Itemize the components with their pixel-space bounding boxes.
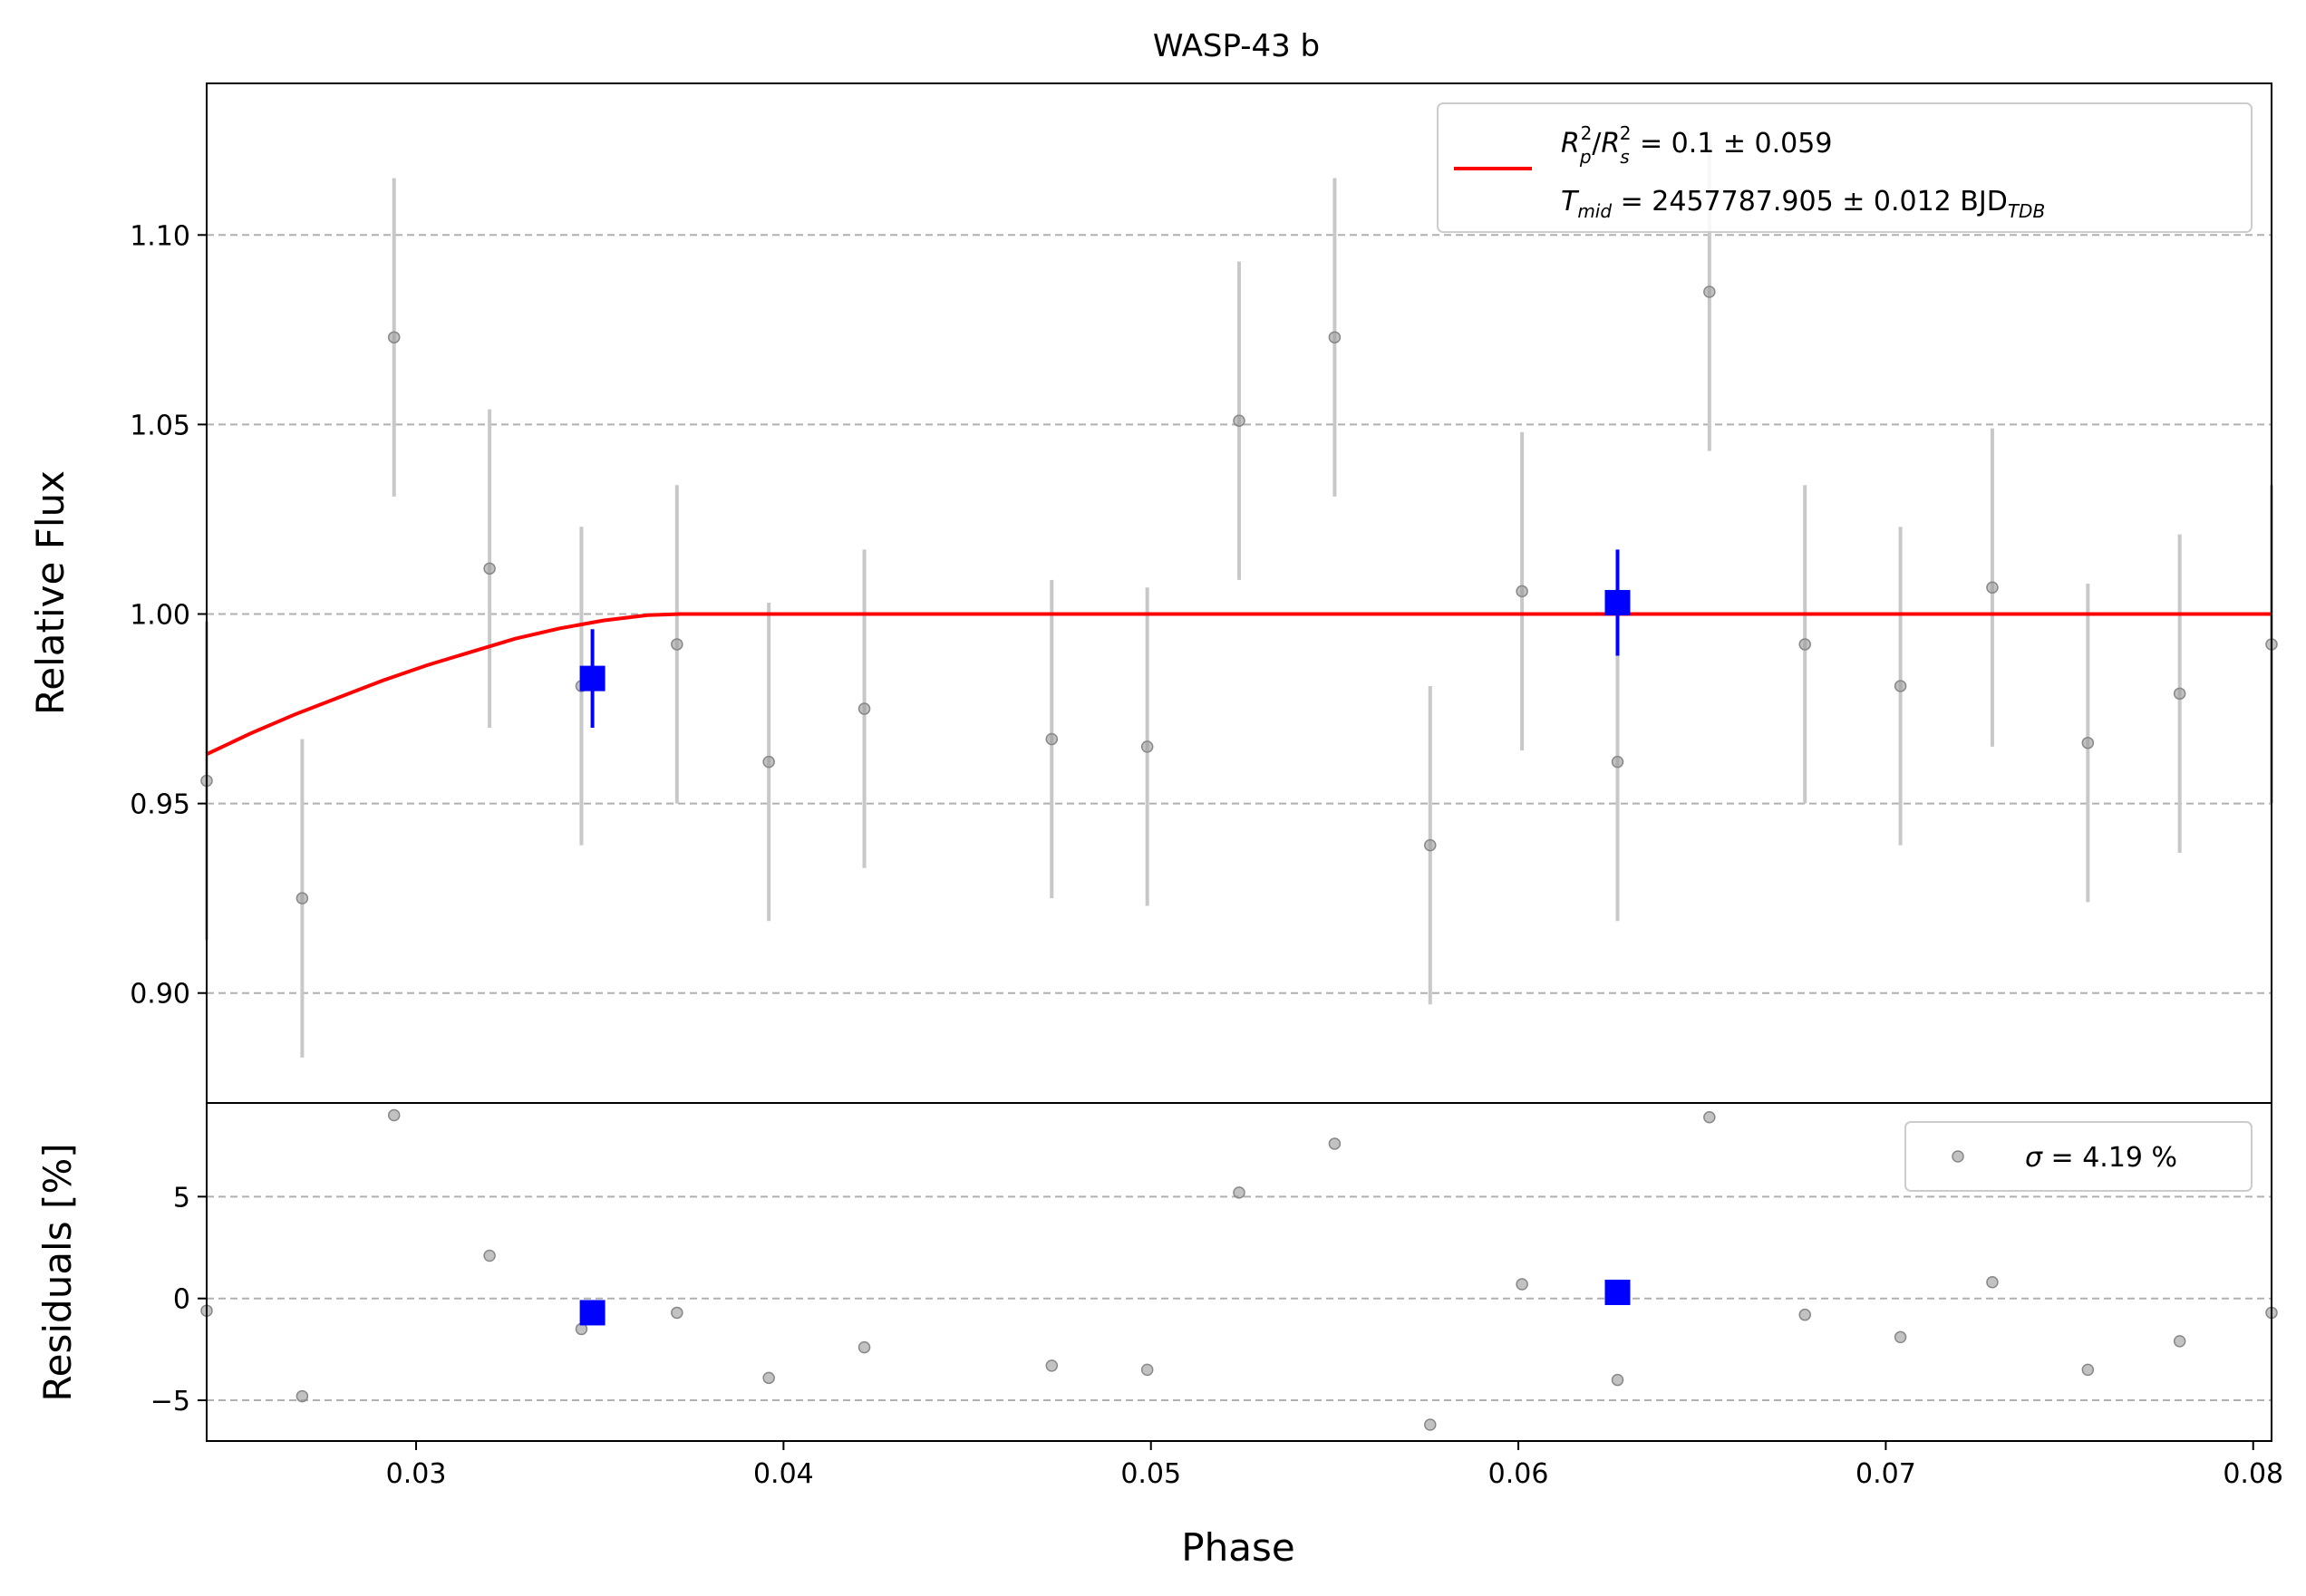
y-tick-label: 0.95	[130, 789, 190, 821]
data-point	[2081, 736, 2095, 750]
data-point	[857, 702, 871, 715]
residuals-legend-marker	[1952, 1150, 1964, 1163]
data-point	[1140, 1363, 1154, 1377]
data-point	[387, 1108, 401, 1122]
flux-y-axis-label: Relative Flux	[28, 470, 73, 715]
data-point	[483, 562, 496, 576]
residuals-legend-sigma: σ = 4.19 %	[2025, 1142, 2177, 1174]
data-point	[1233, 414, 1245, 427]
binned-point	[579, 1300, 606, 1326]
data-point	[1424, 1418, 1437, 1431]
y-tick-label: 0	[173, 1284, 190, 1316]
data-point	[1328, 1137, 1342, 1150]
flux-points	[200, 285, 2278, 904]
data-point	[1986, 581, 1999, 594]
residuals-legend-frame	[1904, 1121, 2253, 1192]
data-point	[1703, 285, 1716, 298]
x-tick-label: 0.08	[2223, 1458, 2283, 1490]
residuals-points	[200, 1108, 2278, 1431]
legend-rs-power: 2	[1620, 122, 1632, 144]
data-point	[1328, 331, 1342, 343]
data-point	[1140, 740, 1154, 753]
residuals-y-axis-label: Residuals [%]	[35, 1143, 80, 1401]
binned-point	[1604, 1279, 1631, 1305]
data-point	[1045, 732, 1059, 746]
legend-radius-value: = 0.1 ± 0.059	[1631, 128, 1832, 160]
data-point	[296, 1389, 309, 1403]
y-tick-label: 1.10	[130, 220, 190, 252]
x-tick-label: 0.06	[1488, 1458, 1549, 1490]
legend-rp-symbol: R	[1561, 128, 1580, 160]
data-point	[483, 1249, 496, 1262]
x-tick-label: 0.03	[386, 1458, 447, 1490]
data-point	[762, 755, 775, 769]
data-point	[671, 638, 683, 651]
data-point	[1798, 1308, 1811, 1321]
y-tick-label: 0.90	[130, 979, 190, 1011]
data-point	[1798, 638, 1811, 651]
residuals-axes-frame	[206, 1102, 2272, 1442]
data-point	[1986, 1275, 1999, 1289]
flux-legend-frame	[1437, 102, 2253, 233]
residuals-panel: −5 0 5 Residuals [%] σ = 4.19 %	[35, 1102, 2278, 1442]
residuals-y-ticks: −5 0 5	[150, 1182, 207, 1417]
data-point	[387, 331, 401, 343]
y-tick-label: 5	[173, 1182, 190, 1214]
data-point	[671, 1306, 683, 1320]
x-ticks: 0.03 0.04 0.05 0.06 0.07 0.08	[386, 1441, 2283, 1490]
data-point	[1233, 1186, 1245, 1199]
flux-legend-radius-ratio: Rp2/Rs2 = 0.1 ± 0.059	[1561, 122, 1832, 168]
x-axis-label: Phase	[1181, 1525, 1294, 1570]
binned-point	[1604, 589, 1631, 615]
data-point	[857, 1340, 871, 1354]
legend-rp-power: 2	[1581, 122, 1593, 144]
y-tick-label: −5	[150, 1386, 190, 1417]
chart-title: WASP-43 b	[1153, 28, 1320, 64]
data-point	[1516, 585, 1528, 598]
data-point	[296, 892, 309, 904]
data-point	[1894, 1330, 1907, 1344]
data-point	[1611, 1373, 1624, 1387]
binned-point	[579, 665, 606, 692]
x-tick-label: 0.04	[753, 1458, 814, 1490]
data-point	[2173, 687, 2186, 701]
x-tick-label: 0.05	[1120, 1458, 1181, 1490]
data-point	[1894, 680, 1907, 692]
residuals-legend: σ = 4.19 %	[1904, 1121, 2253, 1192]
flux-y-ticks: 0.90 0.95 1.00 1.05 1.10	[130, 220, 207, 1011]
data-point	[1516, 1278, 1528, 1291]
residuals-binned-points	[579, 1279, 1631, 1326]
data-point	[1045, 1359, 1059, 1372]
data-point	[2081, 1363, 2095, 1377]
y-tick-label: 1.05	[130, 410, 190, 441]
data-point	[2173, 1335, 2186, 1348]
flux-binned-points	[579, 549, 1631, 728]
transit-model-line	[206, 612, 2272, 757]
flux-legend: Rp2/Rs2 = 0.1 ± 0.059 Tmid = 2457787.905…	[1437, 102, 2253, 233]
y-tick-label: 1.00	[130, 600, 190, 632]
legend-rs-symbol: R	[1601, 128, 1620, 160]
legend-rs-subscript: s	[1620, 146, 1629, 168]
x-tick-label: 0.07	[1855, 1458, 1916, 1490]
flux-legend-tmid: Tmid = 2457787.905 ± 0.012 BJDTDB	[1561, 186, 2045, 222]
data-point	[1424, 838, 1437, 852]
data-point	[762, 1371, 775, 1385]
data-point	[1611, 755, 1624, 769]
legend-rp-subscript: p	[1579, 146, 1592, 168]
data-point	[1703, 1110, 1716, 1124]
